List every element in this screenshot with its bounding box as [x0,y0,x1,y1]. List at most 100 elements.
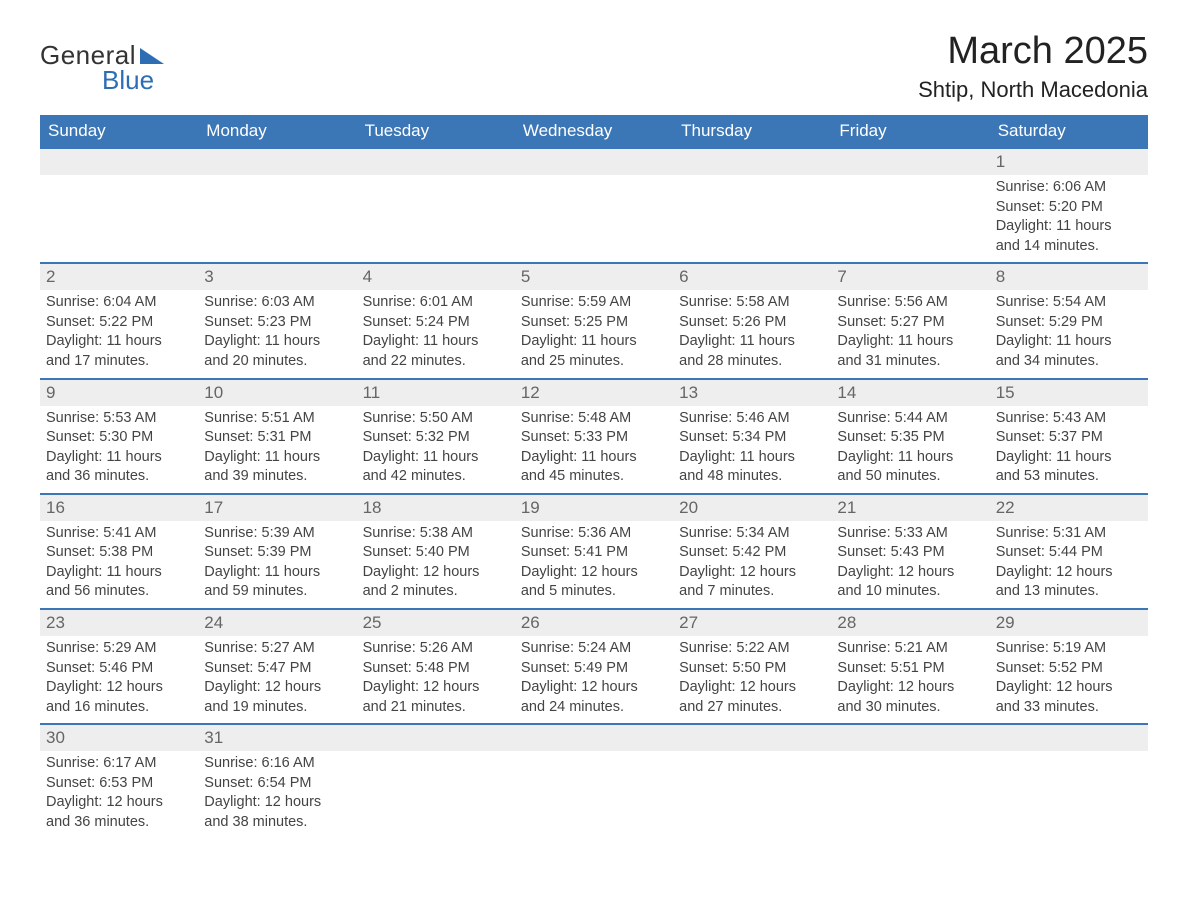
day-number-cell [515,724,673,751]
day-sunset: Sunset: 5:40 PM [363,543,509,563]
day-sunrise: Sunrise: 5:58 AM [679,293,825,313]
day-number: 23 [40,610,198,636]
day-sunrise: Sunrise: 6:03 AM [204,293,350,313]
day-sunset: Sunset: 5:42 PM [679,543,825,563]
day-data: Sunrise: 5:33 AMSunset: 5:43 PMDaylight:… [831,521,989,608]
day-d1: Daylight: 11 hours [521,448,667,468]
day-data-row: Sunrise: 6:06 AMSunset: 5:20 PMDaylight:… [40,175,1148,263]
day-d2: and 42 minutes. [363,467,509,487]
day-d2: and 5 minutes. [521,582,667,602]
day-number-cell: 2 [40,263,198,290]
day-sunrise: Sunrise: 5:53 AM [46,409,192,429]
day-number: 13 [673,380,831,406]
day-d2: and 50 minutes. [837,467,983,487]
day-number-cell: 23 [40,609,198,636]
day-d2: and 59 minutes. [204,582,350,602]
day-sunset: Sunset: 5:48 PM [363,659,509,679]
day-sunset: Sunset: 5:38 PM [46,543,192,563]
day-d2: and 10 minutes. [837,582,983,602]
day-data-cell [831,175,989,263]
day-sunrise: Sunrise: 5:34 AM [679,524,825,544]
day-data-cell [515,175,673,263]
header: General Blue March 2025 Shtip, North Mac… [40,30,1148,103]
day-data-row: Sunrise: 5:53 AMSunset: 5:30 PMDaylight:… [40,406,1148,494]
day-data-cell: Sunrise: 5:19 AMSunset: 5:52 PMDaylight:… [990,636,1148,724]
day-data: Sunrise: 6:03 AMSunset: 5:23 PMDaylight:… [198,290,356,377]
day-sunrise: Sunrise: 5:51 AM [204,409,350,429]
day-number-cell [990,724,1148,751]
day-data: Sunrise: 6:17 AMSunset: 6:53 PMDaylight:… [40,751,198,838]
day-sunset: Sunset: 5:50 PM [679,659,825,679]
day-sunset: Sunset: 5:27 PM [837,313,983,333]
day-d2: and 17 minutes. [46,352,192,372]
day-data-cell: Sunrise: 6:06 AMSunset: 5:20 PMDaylight:… [990,175,1148,263]
day-d2: and 22 minutes. [363,352,509,372]
day-sunset: Sunset: 5:26 PM [679,313,825,333]
weekday-header: Monday [198,115,356,148]
day-data-cell: Sunrise: 5:43 AMSunset: 5:37 PMDaylight:… [990,406,1148,494]
day-data-cell [198,175,356,263]
day-number-cell: 3 [198,263,356,290]
day-data-cell: Sunrise: 5:33 AMSunset: 5:43 PMDaylight:… [831,521,989,609]
day-d1: Daylight: 11 hours [521,332,667,352]
day-d1: Daylight: 11 hours [996,217,1142,237]
day-data-cell: Sunrise: 5:36 AMSunset: 5:41 PMDaylight:… [515,521,673,609]
day-data-cell [673,751,831,838]
day-number-cell: 5 [515,263,673,290]
weekday-header: Tuesday [357,115,515,148]
day-data: Sunrise: 5:48 AMSunset: 5:33 PMDaylight:… [515,406,673,493]
day-data-cell: Sunrise: 5:53 AMSunset: 5:30 PMDaylight:… [40,406,198,494]
day-sunset: Sunset: 5:51 PM [837,659,983,679]
day-number: 16 [40,495,198,521]
day-data: Sunrise: 5:56 AMSunset: 5:27 PMDaylight:… [831,290,989,377]
day-data-cell: Sunrise: 5:41 AMSunset: 5:38 PMDaylight:… [40,521,198,609]
day-number: 5 [515,264,673,290]
day-data: Sunrise: 5:36 AMSunset: 5:41 PMDaylight:… [515,521,673,608]
day-data: Sunrise: 5:21 AMSunset: 5:51 PMDaylight:… [831,636,989,723]
day-data-cell [40,175,198,263]
day-data-cell: Sunrise: 5:26 AMSunset: 5:48 PMDaylight:… [357,636,515,724]
day-d1: Daylight: 11 hours [996,448,1142,468]
day-d1: Daylight: 11 hours [837,448,983,468]
day-data: Sunrise: 5:44 AMSunset: 5:35 PMDaylight:… [831,406,989,493]
day-number-cell: 19 [515,494,673,521]
day-sunrise: Sunrise: 5:26 AM [363,639,509,659]
day-number-cell: 26 [515,609,673,636]
day-data-row: Sunrise: 5:29 AMSunset: 5:46 PMDaylight:… [40,636,1148,724]
day-number-cell: 9 [40,379,198,406]
day-number-cell: 20 [673,494,831,521]
day-number: 9 [40,380,198,406]
day-d1: Daylight: 11 hours [204,563,350,583]
day-data-cell: Sunrise: 5:48 AMSunset: 5:33 PMDaylight:… [515,406,673,494]
day-sunset: Sunset: 5:29 PM [996,313,1142,333]
day-data-cell [357,175,515,263]
day-data: Sunrise: 5:24 AMSunset: 5:49 PMDaylight:… [515,636,673,723]
weekday-header: Wednesday [515,115,673,148]
day-d1: Daylight: 11 hours [46,563,192,583]
day-d2: and 2 minutes. [363,582,509,602]
day-d1: Daylight: 11 hours [837,332,983,352]
day-number-cell: 6 [673,263,831,290]
day-sunset: Sunset: 5:41 PM [521,543,667,563]
day-sunrise: Sunrise: 6:04 AM [46,293,192,313]
day-data: Sunrise: 6:06 AMSunset: 5:20 PMDaylight:… [990,175,1148,262]
day-sunset: Sunset: 5:23 PM [204,313,350,333]
day-number: 3 [198,264,356,290]
day-number: 17 [198,495,356,521]
day-d1: Daylight: 11 hours [363,448,509,468]
day-d1: Daylight: 12 hours [837,563,983,583]
day-number-cell: 15 [990,379,1148,406]
day-sunrise: Sunrise: 5:38 AM [363,524,509,544]
day-data: Sunrise: 5:54 AMSunset: 5:29 PMDaylight:… [990,290,1148,377]
day-number-cell: 13 [673,379,831,406]
day-d1: Daylight: 11 hours [46,332,192,352]
day-number: 30 [40,725,198,751]
day-number: 25 [357,610,515,636]
day-data-cell: Sunrise: 5:56 AMSunset: 5:27 PMDaylight:… [831,290,989,378]
day-data-cell: Sunrise: 6:17 AMSunset: 6:53 PMDaylight:… [40,751,198,838]
day-data-cell: Sunrise: 5:22 AMSunset: 5:50 PMDaylight:… [673,636,831,724]
day-data: Sunrise: 5:34 AMSunset: 5:42 PMDaylight:… [673,521,831,608]
day-d2: and 19 minutes. [204,698,350,718]
day-number-cell: 17 [198,494,356,521]
day-data: Sunrise: 5:41 AMSunset: 5:38 PMDaylight:… [40,521,198,608]
